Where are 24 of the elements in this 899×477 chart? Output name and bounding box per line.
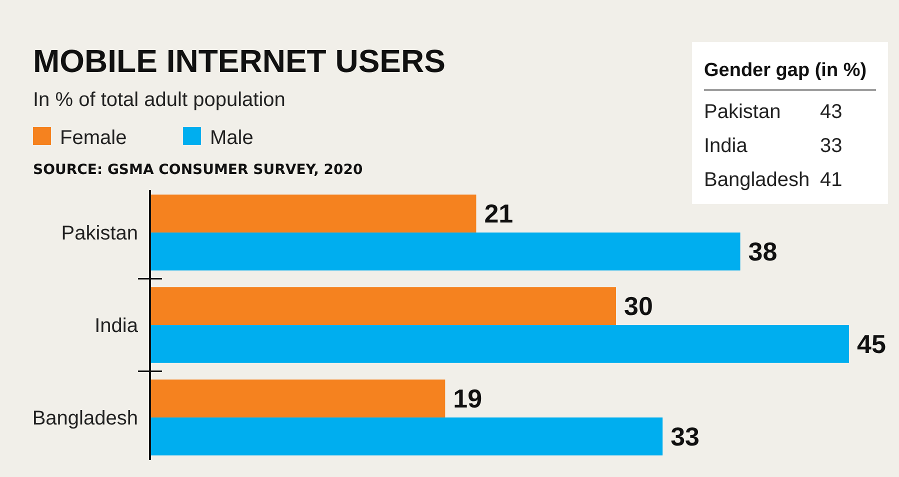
bar — [150, 194, 476, 233]
bar — [150, 287, 616, 325]
bar — [150, 232, 740, 270]
legend-label: Male — [210, 127, 254, 149]
y-tick-label: India — [94, 315, 139, 337]
bar — [150, 417, 663, 456]
data-label: 19 — [453, 384, 482, 414]
text: Pakistan 43 — [704, 101, 842, 123]
text: Gender gap (in %) — [704, 60, 867, 81]
text: India 33 — [704, 135, 842, 157]
data-label: 45 — [857, 328, 886, 359]
bar — [150, 380, 446, 418]
y-tick-label: Pakistan — [61, 222, 138, 245]
chart-title: MOBILE INTERNET USERS — [33, 43, 446, 79]
source-note: SOURCE: GSMA CONSUMER SURVEY, 2020 — [33, 162, 364, 178]
legend-label: Female — [60, 127, 127, 149]
chart-subtitle: In % of total adult population — [33, 89, 286, 111]
data-label: 33 — [670, 421, 700, 452]
bar — [150, 325, 849, 363]
annotation: Bangladesh 41 — [704, 169, 842, 191]
data-label: 38 — [748, 236, 778, 266]
data-label: 30 — [624, 291, 653, 322]
y-tick-label: Bangladesh — [32, 407, 138, 430]
data-label: 21 — [484, 198, 514, 229]
